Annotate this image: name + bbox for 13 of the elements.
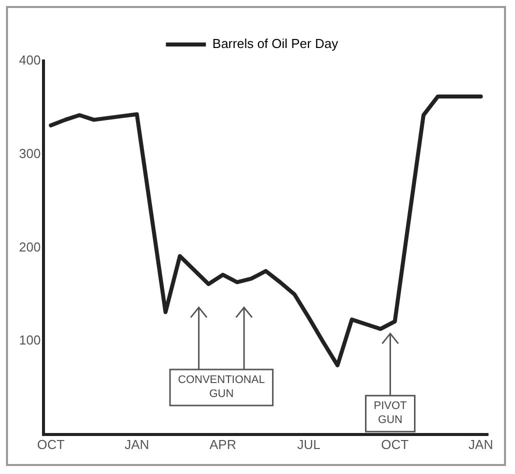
x-tick-label: OCT (381, 436, 409, 452)
y-tick-label: 200 (18, 239, 41, 254)
y-tick-label: 100 (18, 332, 41, 348)
x-tick-label: JUL (297, 436, 320, 452)
annotation: CONVENTIONAL GUN (178, 374, 265, 400)
x-tick-label: JAN (468, 436, 494, 452)
y-tick-label: 300 (18, 146, 41, 161)
annotation: PIVOT GUN (374, 400, 408, 426)
legend-label: Barrels of Oil Per Day (212, 36, 339, 52)
y-tick-label: 400 (18, 52, 41, 68)
x-tick-label: APR (209, 436, 236, 452)
x-tick-label: JAN (124, 436, 150, 452)
x-tick-label: OCT (37, 436, 65, 452)
